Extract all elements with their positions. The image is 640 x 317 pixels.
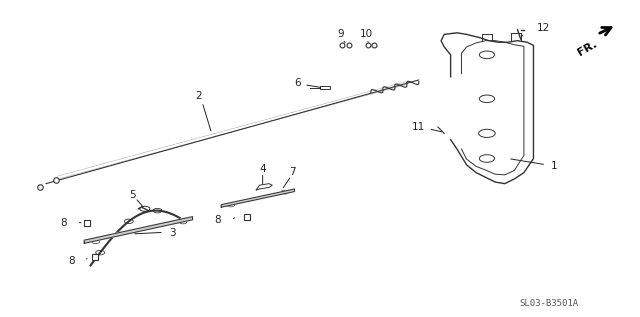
Text: 6: 6 <box>294 78 301 88</box>
Text: 7: 7 <box>289 167 296 177</box>
Text: 3: 3 <box>169 228 175 238</box>
Text: 12: 12 <box>537 23 550 33</box>
Text: 11: 11 <box>412 122 426 132</box>
Polygon shape <box>221 189 294 207</box>
Text: 8: 8 <box>215 215 221 225</box>
Text: 10: 10 <box>360 29 373 39</box>
Text: 9: 9 <box>337 29 344 39</box>
Text: 4: 4 <box>259 164 266 173</box>
Text: 5: 5 <box>129 190 135 200</box>
Text: 8: 8 <box>68 256 75 266</box>
Text: 8: 8 <box>61 218 67 228</box>
Text: 1: 1 <box>550 161 557 171</box>
Text: 2: 2 <box>196 91 202 101</box>
Text: SL03-B3501A: SL03-B3501A <box>520 299 579 307</box>
Polygon shape <box>84 217 193 243</box>
Text: FR.: FR. <box>576 39 599 58</box>
